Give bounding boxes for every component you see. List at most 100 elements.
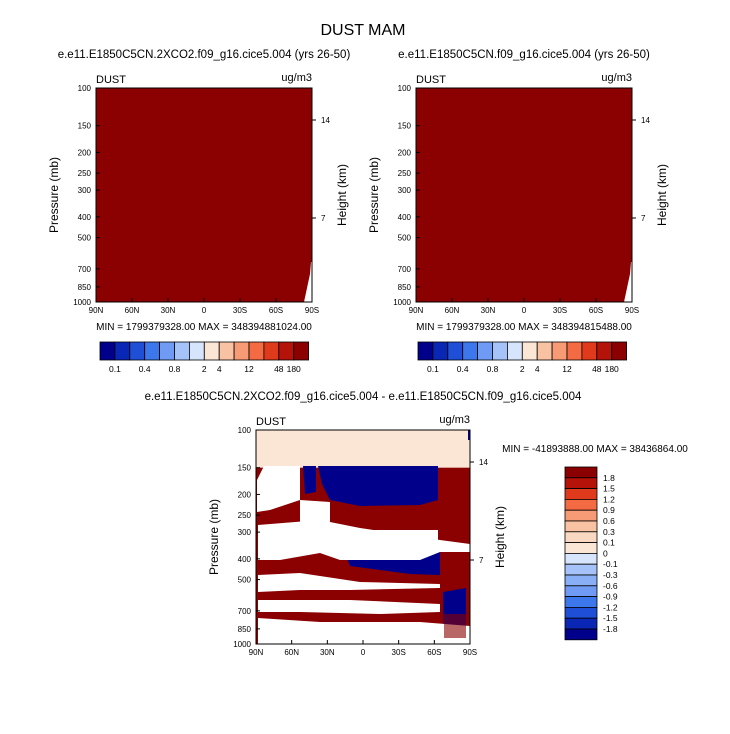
x-tick-label: 30N [320, 648, 335, 657]
colorbar-box [564, 628, 598, 641]
negative-region [318, 466, 438, 506]
x-tick-label: 30S [392, 648, 406, 657]
y-axis-label: Pressure (mb) [207, 499, 221, 575]
colorbar-label: 1.8 [603, 473, 615, 483]
x-tick-label: 60S [589, 306, 603, 315]
colorbar-box [564, 520, 598, 533]
y-tick-label: 300 [78, 186, 92, 195]
positive-region [444, 614, 466, 638]
x-tick-label: 60N [445, 306, 460, 315]
colorbar-label: 0.9 [603, 505, 615, 515]
colorbar-box [611, 341, 628, 361]
colorbar-box [564, 563, 598, 576]
colorbar-box [188, 341, 205, 361]
y-tick-label: 250 [398, 169, 412, 178]
colorbar-box [564, 553, 598, 565]
y-tick-label: 300 [238, 528, 252, 537]
colorbar-label: 4 [535, 364, 540, 374]
height-tick-label: 7 [321, 214, 326, 223]
colorbar-box [492, 341, 508, 361]
colorbar-box [506, 341, 523, 361]
height-tick-label: 14 [641, 116, 650, 125]
panel-title: e.e11.E1850C5CN.2XCO2.f09_g16.cice5.004 … [58, 49, 351, 61]
height-tick-label: 7 [479, 556, 484, 565]
y-tick-label: 200 [78, 148, 92, 157]
y-tick-label: 150 [398, 122, 412, 131]
y-tick-label: 400 [238, 555, 252, 564]
near-zero-region [257, 466, 300, 512]
colorbar-box [432, 341, 449, 361]
field-gap [304, 262, 312, 302]
height-tick-label: 7 [641, 214, 646, 223]
y-axis-label: Pressure (mb) [47, 157, 61, 233]
y-tick-label: 200 [238, 490, 252, 499]
y-tick-label: 400 [78, 213, 92, 222]
upper-near-zero-band [256, 430, 470, 468]
colorbar-box [596, 341, 613, 361]
x-tick-label: 30N [161, 306, 176, 315]
x-tick-label: 60N [284, 648, 299, 657]
colorbar-box [477, 341, 493, 361]
negative-region [468, 430, 470, 440]
near-zero-region [258, 573, 440, 592]
colorbar-label: 48 [592, 364, 602, 374]
x-tick-label: 30S [233, 306, 247, 315]
x-tick-label: 30N [481, 306, 496, 315]
colorbar-label: 0 [603, 548, 608, 558]
height-axis-label: Height (km) [655, 164, 669, 226]
colorbar-box [218, 341, 235, 361]
min-max-label: MIN = -41893888.00 MAX = 38436864.00 [502, 444, 688, 455]
colorbar-label: 0.3 [603, 527, 615, 537]
colorbar-label: 0.1 [109, 364, 121, 374]
x-tick-label: 60N [125, 306, 140, 315]
colorbar-box [566, 341, 583, 361]
y-tick-label: 500 [238, 576, 252, 585]
colorbar-label: -1.2 [603, 602, 618, 612]
colorbar-box [564, 498, 598, 511]
corner-units: ug/m3 [601, 72, 632, 84]
colorbar-box [536, 341, 553, 361]
y-tick-label: 850 [398, 283, 412, 292]
colorbar-label: 2 [520, 364, 525, 374]
field-fill [96, 88, 312, 302]
colorbar-box [144, 341, 160, 361]
colorbar-label: 0.4 [457, 364, 469, 374]
panels: e.e11.E1850C5CN.2XCO2.f09_g16.cice5.004 … [47, 49, 688, 657]
y-tick-label: 850 [238, 625, 252, 634]
colorbar-box [417, 341, 434, 361]
colorbar-box [114, 341, 131, 361]
colorbar-box [462, 341, 479, 361]
colorbar-box [564, 585, 598, 597]
colorbar-label: -0.1 [603, 559, 618, 569]
x-tick-label: 90N [409, 306, 424, 315]
y-tick-label: 400 [398, 213, 412, 222]
colorbar-box [564, 477, 598, 489]
field-fill [416, 88, 632, 302]
colorbar-box [99, 341, 116, 361]
colorbar-label: 12 [244, 364, 254, 374]
panel-2: e.e11.E1850C5CN.f09_g16.cice5.004 (yrs 2… [367, 49, 669, 333]
height-tick-label: 14 [321, 116, 330, 125]
abs-colorbar-left: 0.1 0.4 0.8 2 4 12 48 180 [99, 341, 310, 374]
height-axis-label: Height (km) [335, 164, 349, 226]
y-tick-label: 100 [238, 426, 252, 435]
y-tick-label: 1000 [73, 298, 91, 307]
y-tick-label: 250 [78, 169, 92, 178]
colorbar-box [564, 617, 598, 630]
x-tick-label: 0 [361, 648, 366, 657]
colorbar-label: 0.4 [139, 364, 151, 374]
corner-variable: DUST [96, 74, 126, 86]
colorbar-label: 0.8 [487, 364, 499, 374]
y-tick-label: 100 [78, 84, 92, 93]
y-tick-label: 700 [398, 265, 412, 274]
colorbar-label: 180 [287, 364, 301, 374]
corner-variable: DUST [416, 74, 446, 86]
colorbar-label: 4 [217, 364, 222, 374]
x-tick-label: 90N [89, 306, 104, 315]
y-tick-label: 300 [398, 186, 412, 195]
y-tick-label: 200 [398, 148, 412, 157]
y-axis-label: Pressure (mb) [367, 157, 381, 233]
y-tick-label: 850 [78, 283, 92, 292]
height-tick-label: 14 [479, 458, 488, 467]
